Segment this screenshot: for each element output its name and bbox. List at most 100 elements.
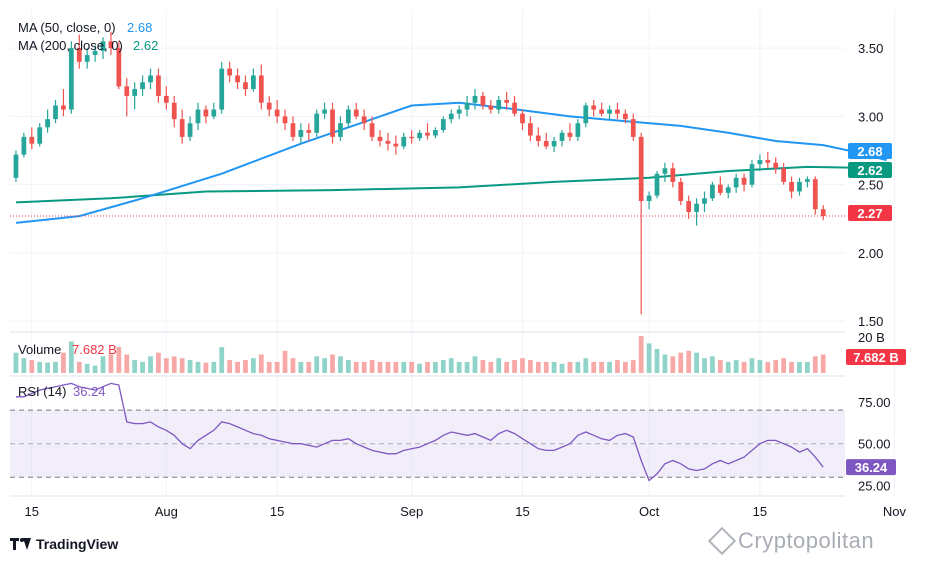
candle <box>504 91 510 110</box>
volume-bar <box>361 361 367 373</box>
volume-bar <box>132 360 138 373</box>
volume-bars <box>13 336 826 373</box>
rsi-badge: 36.24 <box>846 459 896 476</box>
candle <box>638 132 644 315</box>
volume-bar <box>630 360 636 373</box>
candle <box>757 154 763 171</box>
candle <box>393 135 399 155</box>
volume-bar <box>409 361 415 373</box>
volume-bar <box>243 360 248 373</box>
volume-bar <box>417 363 422 373</box>
candle <box>520 109 525 131</box>
candle <box>805 176 810 188</box>
candle <box>789 176 794 199</box>
volume-bar <box>108 354 114 373</box>
candle <box>171 95 177 128</box>
candle <box>140 75 145 96</box>
tradingview-logo[interactable]: TradingView <box>10 536 118 552</box>
volume-bar <box>512 360 517 373</box>
candle <box>84 48 90 69</box>
candle <box>567 123 573 141</box>
volume-bar <box>741 361 747 373</box>
candle <box>235 68 240 90</box>
candle <box>314 109 320 137</box>
candle <box>68 41 74 114</box>
volume-bar <box>322 358 327 373</box>
candle <box>678 177 684 206</box>
volume-bar <box>179 358 185 373</box>
candle <box>622 109 628 124</box>
ma200-legend-label: MA (200, close, 0) <box>18 38 123 53</box>
candle <box>76 34 82 69</box>
volume-bar <box>433 361 438 373</box>
volume-bar <box>385 361 391 373</box>
candle <box>219 61 225 114</box>
candle <box>266 95 272 117</box>
volume-bar <box>274 361 280 373</box>
candle <box>781 162 787 185</box>
volume-bar <box>464 361 470 373</box>
volume-bar <box>622 361 628 373</box>
candle <box>480 91 486 110</box>
volume-bar <box>84 363 90 373</box>
volume-bar <box>749 358 755 373</box>
candle <box>258 64 264 110</box>
rsi-tick-label: 25.00 <box>858 479 891 494</box>
svg-text:2.27: 2.27 <box>857 206 882 221</box>
candle <box>274 100 280 124</box>
volume-badge: 7.682 B <box>846 349 906 365</box>
svg-text:2.68: 2.68 <box>857 144 882 159</box>
volume-bar <box>543 361 549 373</box>
candle <box>646 191 652 210</box>
candle <box>717 176 723 196</box>
rsi-axis: 75.00 50.00 25.00 <box>858 395 891 494</box>
volume-bar <box>425 361 430 373</box>
candle <box>298 123 304 144</box>
time-tick-label: Aug <box>155 504 178 519</box>
volume-bar <box>488 361 494 373</box>
time-tick-label: 15 <box>25 504 39 519</box>
time-tick-label: 15 <box>270 504 284 519</box>
candle <box>591 100 597 117</box>
candle <box>306 123 312 141</box>
ma200-badge: 2.62 <box>848 162 892 178</box>
volume-bar <box>369 360 375 373</box>
candle <box>13 150 19 182</box>
volume-bar <box>567 361 573 373</box>
candle <box>21 132 27 158</box>
volume-bar <box>227 360 233 373</box>
svg-text:7.682 B: 7.682 B <box>853 350 899 365</box>
volume-bar <box>694 352 699 373</box>
candle <box>797 177 802 196</box>
volume-bar <box>401 361 407 373</box>
candle <box>630 113 636 141</box>
volume-bar <box>520 358 525 373</box>
candle <box>425 123 430 140</box>
volume-bar <box>282 350 288 373</box>
candle <box>148 68 153 90</box>
candle <box>61 89 66 117</box>
candle <box>686 195 692 219</box>
candle <box>773 157 779 174</box>
volume-bar <box>29 360 35 373</box>
candle <box>543 132 549 150</box>
volume-bar <box>306 361 312 373</box>
price-tick-label: 3.00 <box>858 109 883 124</box>
ma50-legend-label: MA (50, close, 0) <box>18 20 116 35</box>
candle <box>330 102 335 144</box>
volume-bar <box>599 361 604 373</box>
volume-bar <box>148 356 153 373</box>
volume-bar <box>805 361 810 373</box>
watermark-text: Cryptopolitan <box>738 528 875 553</box>
volume-bar <box>345 360 351 373</box>
candle <box>401 132 407 150</box>
candle <box>607 105 612 120</box>
volume-bar <box>266 361 272 373</box>
volume-bar <box>472 356 478 373</box>
candle <box>654 171 660 199</box>
volume-bar <box>171 356 177 373</box>
volume-bar <box>203 362 209 373</box>
price-tick-label: 2.50 <box>858 178 883 193</box>
price-tick-label: 3.50 <box>858 41 883 56</box>
